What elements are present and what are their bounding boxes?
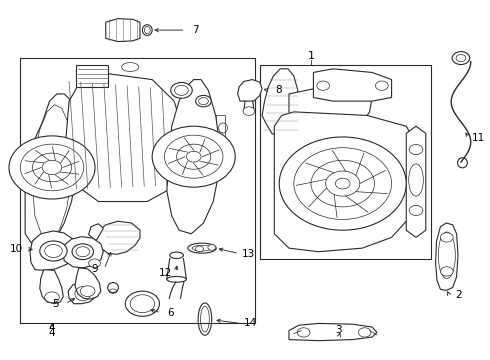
Circle shape bbox=[72, 244, 94, 260]
Circle shape bbox=[176, 144, 211, 169]
Circle shape bbox=[409, 144, 423, 154]
Circle shape bbox=[198, 98, 208, 105]
Circle shape bbox=[80, 286, 95, 297]
Circle shape bbox=[174, 85, 188, 95]
Circle shape bbox=[164, 135, 223, 178]
Polygon shape bbox=[262, 69, 298, 137]
Polygon shape bbox=[30, 87, 245, 280]
Circle shape bbox=[311, 160, 374, 207]
Text: 8: 8 bbox=[275, 85, 282, 95]
Text: 11: 11 bbox=[472, 133, 485, 143]
Polygon shape bbox=[30, 231, 76, 270]
Text: 13: 13 bbox=[242, 248, 255, 258]
Text: 3: 3 bbox=[336, 325, 342, 335]
Polygon shape bbox=[289, 83, 372, 130]
Polygon shape bbox=[63, 237, 103, 268]
Polygon shape bbox=[314, 69, 392, 101]
Circle shape bbox=[326, 171, 360, 196]
Circle shape bbox=[243, 107, 255, 116]
Circle shape bbox=[441, 233, 453, 242]
Text: 9: 9 bbox=[91, 264, 98, 274]
Circle shape bbox=[196, 246, 203, 252]
Text: 4: 4 bbox=[49, 323, 55, 333]
Circle shape bbox=[171, 82, 192, 98]
Circle shape bbox=[358, 328, 371, 337]
Polygon shape bbox=[436, 223, 458, 291]
Text: 1: 1 bbox=[307, 51, 315, 61]
Text: 14: 14 bbox=[244, 319, 257, 328]
Circle shape bbox=[45, 292, 59, 303]
Circle shape bbox=[456, 54, 466, 62]
Circle shape bbox=[279, 137, 406, 230]
Polygon shape bbox=[64, 72, 184, 202]
Text: 7: 7 bbox=[192, 25, 198, 35]
Circle shape bbox=[375, 81, 388, 90]
Text: 5: 5 bbox=[52, 299, 59, 309]
Circle shape bbox=[89, 259, 100, 267]
Polygon shape bbox=[40, 270, 63, 304]
Text: 6: 6 bbox=[168, 308, 174, 318]
Circle shape bbox=[9, 136, 95, 199]
Polygon shape bbox=[89, 224, 103, 241]
Circle shape bbox=[294, 148, 392, 220]
Circle shape bbox=[76, 247, 90, 257]
Circle shape bbox=[45, 244, 62, 257]
Polygon shape bbox=[96, 221, 140, 254]
Circle shape bbox=[32, 153, 72, 182]
Text: 12: 12 bbox=[159, 267, 172, 278]
Circle shape bbox=[196, 95, 211, 107]
Polygon shape bbox=[289, 323, 377, 341]
Text: 10: 10 bbox=[10, 244, 23, 254]
Circle shape bbox=[335, 178, 350, 189]
Circle shape bbox=[20, 144, 84, 191]
Text: 2: 2 bbox=[456, 291, 463, 301]
Polygon shape bbox=[238, 80, 262, 101]
Circle shape bbox=[186, 151, 201, 162]
Polygon shape bbox=[25, 94, 79, 248]
Circle shape bbox=[152, 126, 235, 187]
Polygon shape bbox=[406, 126, 426, 237]
Polygon shape bbox=[106, 19, 140, 41]
Circle shape bbox=[317, 81, 330, 90]
Polygon shape bbox=[76, 65, 108, 87]
Polygon shape bbox=[75, 268, 101, 299]
Circle shape bbox=[40, 241, 67, 261]
Circle shape bbox=[452, 51, 470, 64]
Circle shape bbox=[409, 206, 423, 216]
Circle shape bbox=[441, 267, 453, 276]
Circle shape bbox=[297, 328, 310, 337]
Circle shape bbox=[208, 244, 216, 250]
Polygon shape bbox=[167, 80, 220, 234]
Text: 4: 4 bbox=[49, 328, 55, 338]
Circle shape bbox=[42, 160, 62, 175]
Polygon shape bbox=[274, 112, 421, 252]
Polygon shape bbox=[32, 105, 72, 237]
Polygon shape bbox=[68, 282, 98, 304]
